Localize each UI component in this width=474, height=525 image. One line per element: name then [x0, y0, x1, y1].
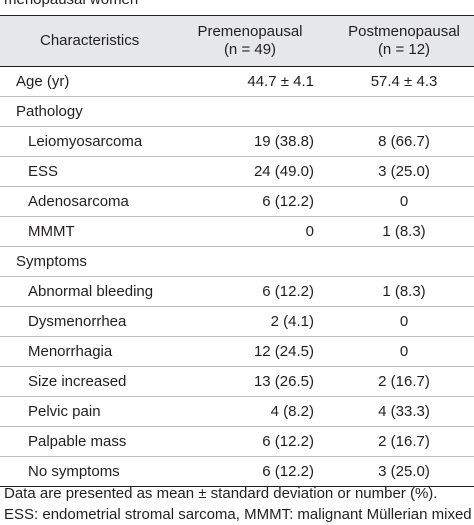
row-leiomyosarcoma: Leiomyosarcoma 19 (38.8) 8 (66.7)	[0, 126, 474, 157]
row-label: ESS	[0, 156, 166, 187]
header-characteristics: Characteristics	[0, 15, 166, 67]
row-label: MMMT	[0, 216, 166, 247]
header-premenopausal: Premenopausal (n = 49)	[166, 15, 334, 67]
premenopausal-value	[166, 246, 334, 277]
postmenopausal-value: 2 (16.7)	[334, 426, 474, 457]
row-menorrhagia: Menorrhagia 12 (24.5) 0	[0, 336, 474, 367]
postmenopausal-value: 2 (16.7)	[334, 366, 474, 397]
postmenopausal-value: 3 (25.0)	[334, 456, 474, 487]
postmenopausal-value: 0	[334, 186, 474, 217]
row-palpable-mass: Palpable mass 6 (12.2) 2 (16.7)	[0, 426, 474, 457]
postmenopausal-value: 1 (8.3)	[334, 216, 474, 247]
premenopausal-value: 13 (26.5)	[166, 366, 334, 397]
table-footnotes: Data are presented as mean ± standard de…	[4, 483, 474, 525]
postmenopausal-value: 8 (66.7)	[334, 126, 474, 157]
postmenopausal-value: 0	[334, 336, 474, 367]
row-label: Menorrhagia	[0, 336, 166, 367]
row-age: Age (yr) 44.7 ± 4.1 57.4 ± 4.3	[0, 66, 474, 97]
header-premenopausal-count: (n = 49)	[223, 41, 277, 58]
premenopausal-value: 24 (49.0)	[166, 156, 334, 187]
header-postmenopausal: Postmenopausal (n = 12)	[334, 15, 474, 67]
row-label: No symptoms	[0, 456, 166, 487]
footnote-abbreviations: ESS: endometrial stromal sarcoma, MMMT: …	[4, 506, 474, 523]
row-dysmenorrhea: Dysmenorrhea 2 (4.1) 0	[0, 306, 474, 337]
row-label: Pelvic pain	[0, 396, 166, 427]
section-label: Pathology	[0, 96, 166, 127]
premenopausal-value: 6 (12.2)	[166, 276, 334, 307]
row-label: Adenosarcoma	[0, 186, 166, 217]
postmenopausal-value: 3 (25.0)	[334, 156, 474, 187]
premenopausal-value: 0	[166, 216, 334, 247]
premenopausal-value	[166, 96, 334, 127]
section-label: Symptoms	[0, 246, 166, 277]
row-no-symptoms: No symptoms 6 (12.2) 3 (25.0)	[0, 456, 474, 487]
premenopausal-value: 6 (12.2)	[166, 186, 334, 217]
postmenopausal-value: 4 (33.3)	[334, 396, 474, 427]
premenopausal-value: 19 (38.8)	[166, 126, 334, 157]
table-body: Age (yr) 44.7 ± 4.1 57.4 ± 4.3 Pathology…	[0, 66, 474, 487]
row-section-pathology: Pathology	[0, 96, 474, 127]
premenopausal-value: 6 (12.2)	[166, 426, 334, 457]
footnote-data-presentation: Data are presented as mean ± standard de…	[4, 485, 438, 502]
postmenopausal-value	[334, 246, 474, 277]
postmenopausal-value	[334, 96, 474, 127]
row-section-symptoms: Symptoms	[0, 246, 474, 277]
table-header: Characteristics Premenopausal (n = 49) P…	[0, 15, 474, 67]
row-label: Size increased	[0, 366, 166, 397]
premenopausal-value: 12 (24.5)	[166, 336, 334, 367]
row-label: Dysmenorrhea	[0, 306, 166, 337]
premenopausal-value: 6 (12.2)	[166, 456, 334, 487]
premenopausal-value: 44.7 ± 4.1	[166, 66, 334, 97]
row-label: Age (yr)	[0, 66, 166, 97]
premenopausal-value: 2 (4.1)	[166, 306, 334, 337]
row-pelvic-pain: Pelvic pain 4 (8.2) 4 (33.3)	[0, 396, 474, 427]
postmenopausal-value: 57.4 ± 4.3	[334, 66, 474, 97]
row-adenosarcoma: Adenosarcoma 6 (12.2) 0	[0, 186, 474, 217]
characteristics-table: Characteristics Premenopausal (n = 49) P…	[0, 15, 474, 487]
row-size-increased: Size increased 13 (26.5) 2 (16.7)	[0, 366, 474, 397]
postmenopausal-value: 0	[334, 306, 474, 337]
header-row: Characteristics Premenopausal (n = 49) P…	[0, 15, 474, 67]
row-abnormal-bleeding: Abnormal bleeding 6 (12.2) 1 (8.3)	[0, 276, 474, 307]
header-postmenopausal-count: (n = 12)	[377, 41, 431, 58]
row-label: Abnormal bleeding	[0, 276, 166, 307]
header-postmenopausal-label: Postmenopausal	[348, 23, 460, 40]
postmenopausal-value: 1 (8.3)	[334, 276, 474, 307]
premenopausal-value: 4 (8.2)	[166, 396, 334, 427]
row-ess: ESS 24 (49.0) 3 (25.0)	[0, 156, 474, 187]
row-label: Leiomyosarcoma	[0, 126, 166, 157]
table-caption: menopausal women	[4, 0, 138, 9]
row-mmmt: MMMT 0 1 (8.3)	[0, 216, 474, 247]
row-label: Palpable mass	[0, 426, 166, 457]
header-premenopausal-label: Premenopausal	[197, 23, 303, 40]
